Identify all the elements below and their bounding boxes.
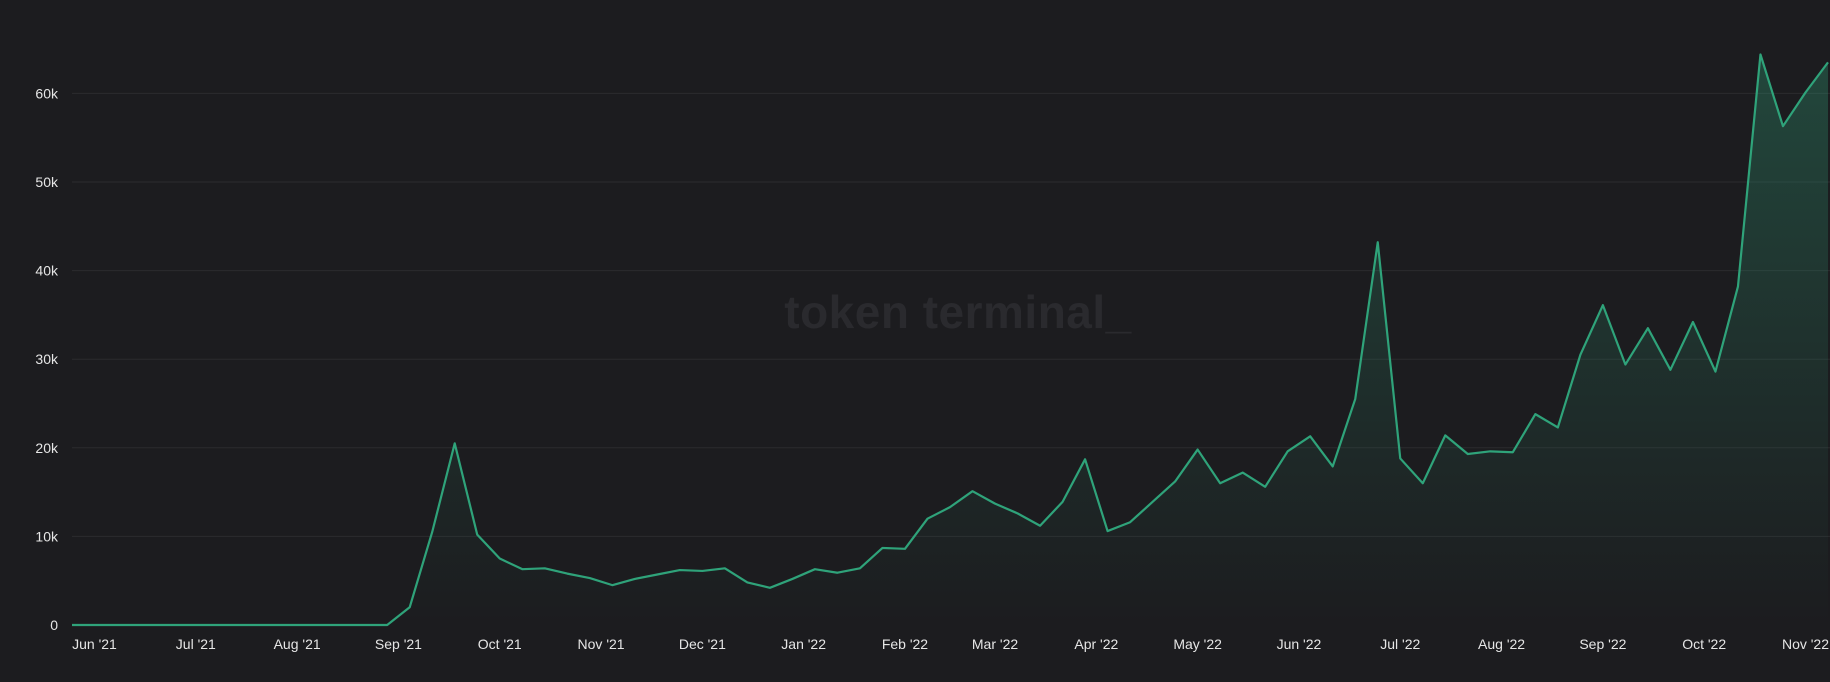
x-tick-label: Dec '21 bbox=[679, 636, 726, 652]
x-tick-label: Apr '22 bbox=[1074, 636, 1118, 652]
x-tick-label: Sep '22 bbox=[1579, 636, 1626, 652]
series-area-fill bbox=[72, 54, 1828, 626]
watermark-text: token terminal_ bbox=[784, 286, 1132, 338]
x-tick-label: Jul '22 bbox=[1380, 636, 1420, 652]
y-tick-label: 30k bbox=[35, 351, 59, 367]
y-tick-label: 10k bbox=[35, 528, 59, 544]
x-axis-tick-labels: Jun '21 Jul '21 Aug '21 Sep '21 Oct '21 Nov '… bbox=[72, 636, 1829, 652]
y-tick-label: 20k bbox=[35, 440, 59, 456]
x-tick-label: Jun '22 bbox=[1277, 636, 1322, 652]
x-tick-label: Feb '22 bbox=[882, 636, 928, 652]
x-tick-label: Oct '21 bbox=[478, 636, 522, 652]
x-tick-label: Jun '21 bbox=[72, 636, 117, 652]
grid-lines bbox=[72, 92, 1830, 537]
series-line bbox=[72, 53, 1829, 627]
y-tick-label: 0 bbox=[50, 617, 58, 633]
x-tick-label: Nov '21 bbox=[578, 636, 625, 652]
x-tick-label: Oct '22 bbox=[1682, 636, 1726, 652]
x-tick-label: Jul '21 bbox=[176, 636, 216, 652]
x-tick-label: Mar '22 bbox=[972, 636, 1018, 652]
x-tick-label: Nov '22 bbox=[1782, 636, 1829, 652]
y-tick-label: 50k bbox=[35, 174, 59, 190]
y-tick-label: 40k bbox=[35, 263, 59, 279]
series-area bbox=[72, 53, 1829, 627]
y-tick-label: 60k bbox=[35, 85, 59, 101]
x-tick-label: Aug '21 bbox=[274, 636, 321, 652]
x-tick-label: Aug '22 bbox=[1478, 636, 1525, 652]
y-axis-tick-labels: 0 10k 20k 30k 40k 50k 60k bbox=[35, 85, 59, 633]
x-tick-label: May '22 bbox=[1173, 636, 1222, 652]
x-tick-label: Jan '22 bbox=[781, 636, 826, 652]
x-tick-label: Sep '21 bbox=[375, 636, 422, 652]
